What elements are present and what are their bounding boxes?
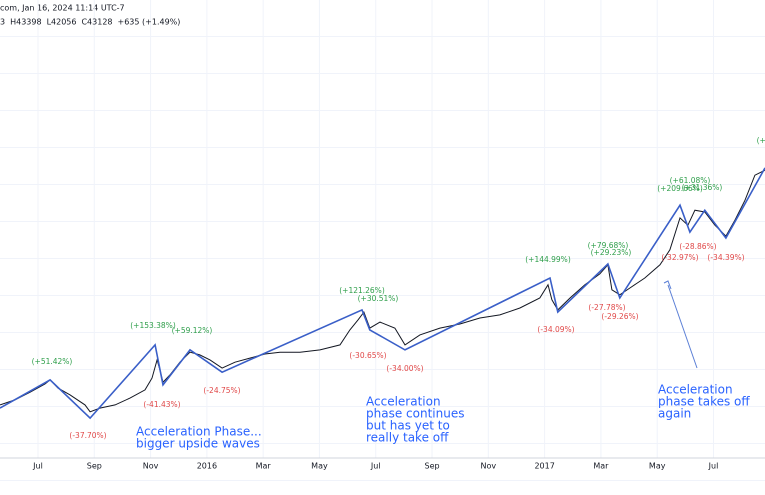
percent-label: (+17 xyxy=(757,136,765,145)
header-value: L42056 xyxy=(47,18,77,27)
percent-label: (-29.26%) xyxy=(601,312,638,321)
note-text: phase takes off xyxy=(658,395,750,409)
header-value: C43128 xyxy=(81,18,112,27)
x-tick-label: Jul xyxy=(370,462,381,471)
x-tick-label: 2017 xyxy=(534,462,554,471)
x-tick-label: Sep xyxy=(424,462,439,471)
note-text: really take off xyxy=(366,431,449,445)
note-text: Acceleration Phase... xyxy=(136,425,262,439)
header-value: 3 xyxy=(0,18,5,27)
percent-label: (-41.43%) xyxy=(143,400,180,409)
x-tick-label: Mar xyxy=(256,462,272,471)
header-line: com, Jan 16, 2024 11:14 UTC-7 xyxy=(0,4,125,13)
note-text: Acceleration xyxy=(658,383,733,397)
percent-label: (-34.00%) xyxy=(386,364,423,373)
percent-label: (+79.68%) xyxy=(588,241,629,250)
percent-label: (+144.99%) xyxy=(525,255,571,264)
note-text: bigger upside waves xyxy=(136,437,260,451)
percent-label: (-30.65%) xyxy=(349,351,386,360)
percent-label: (-24.75%) xyxy=(203,386,240,395)
x-tick-label: Sep xyxy=(87,462,102,471)
percent-label: (-28.86%) xyxy=(679,242,716,251)
x-tick-label: Nov xyxy=(481,462,497,471)
note-text: Acceleration xyxy=(366,395,441,409)
x-tick-label: May xyxy=(649,462,666,471)
percent-label: (+51.42%) xyxy=(32,357,73,366)
note-text: phase continues xyxy=(366,407,464,421)
percent-label: (+153.38%) xyxy=(130,321,176,330)
percent-label: (-32.97%) xyxy=(661,253,698,262)
x-tick-label: Nov xyxy=(143,462,159,471)
x-tick-label: Jul xyxy=(708,462,719,471)
x-tick-label: Mar xyxy=(593,462,609,471)
percent-label: (-34.09%) xyxy=(537,325,574,334)
arrow xyxy=(667,284,698,369)
percent-label: (-34.39%) xyxy=(707,253,744,262)
percent-label: (-37.70%) xyxy=(69,431,106,440)
x-tick-label: 2016 xyxy=(197,462,217,471)
x-tick-label: Jul xyxy=(32,462,43,471)
note-text: but has yet to xyxy=(366,419,450,433)
percent-label: (+30.51%) xyxy=(358,294,399,303)
percent-label: (+121.26%) xyxy=(339,286,385,295)
note-text: again xyxy=(658,407,691,421)
percent-label: (+209.66%) xyxy=(657,184,703,193)
header-value: +635 (+1.49%) xyxy=(118,18,181,27)
arrow-head xyxy=(663,280,672,290)
percent-label: (+61.08%) xyxy=(670,176,711,185)
percent-label: (-27.78%) xyxy=(588,303,625,312)
zigzag-line xyxy=(0,167,765,420)
header-value: H43398 xyxy=(10,18,41,27)
x-tick-label: May xyxy=(311,462,328,471)
percent-label: (+29.23%) xyxy=(591,248,632,257)
percent-label: (+31.36%) xyxy=(682,183,723,192)
percent-label: (+59.12%) xyxy=(172,326,213,335)
